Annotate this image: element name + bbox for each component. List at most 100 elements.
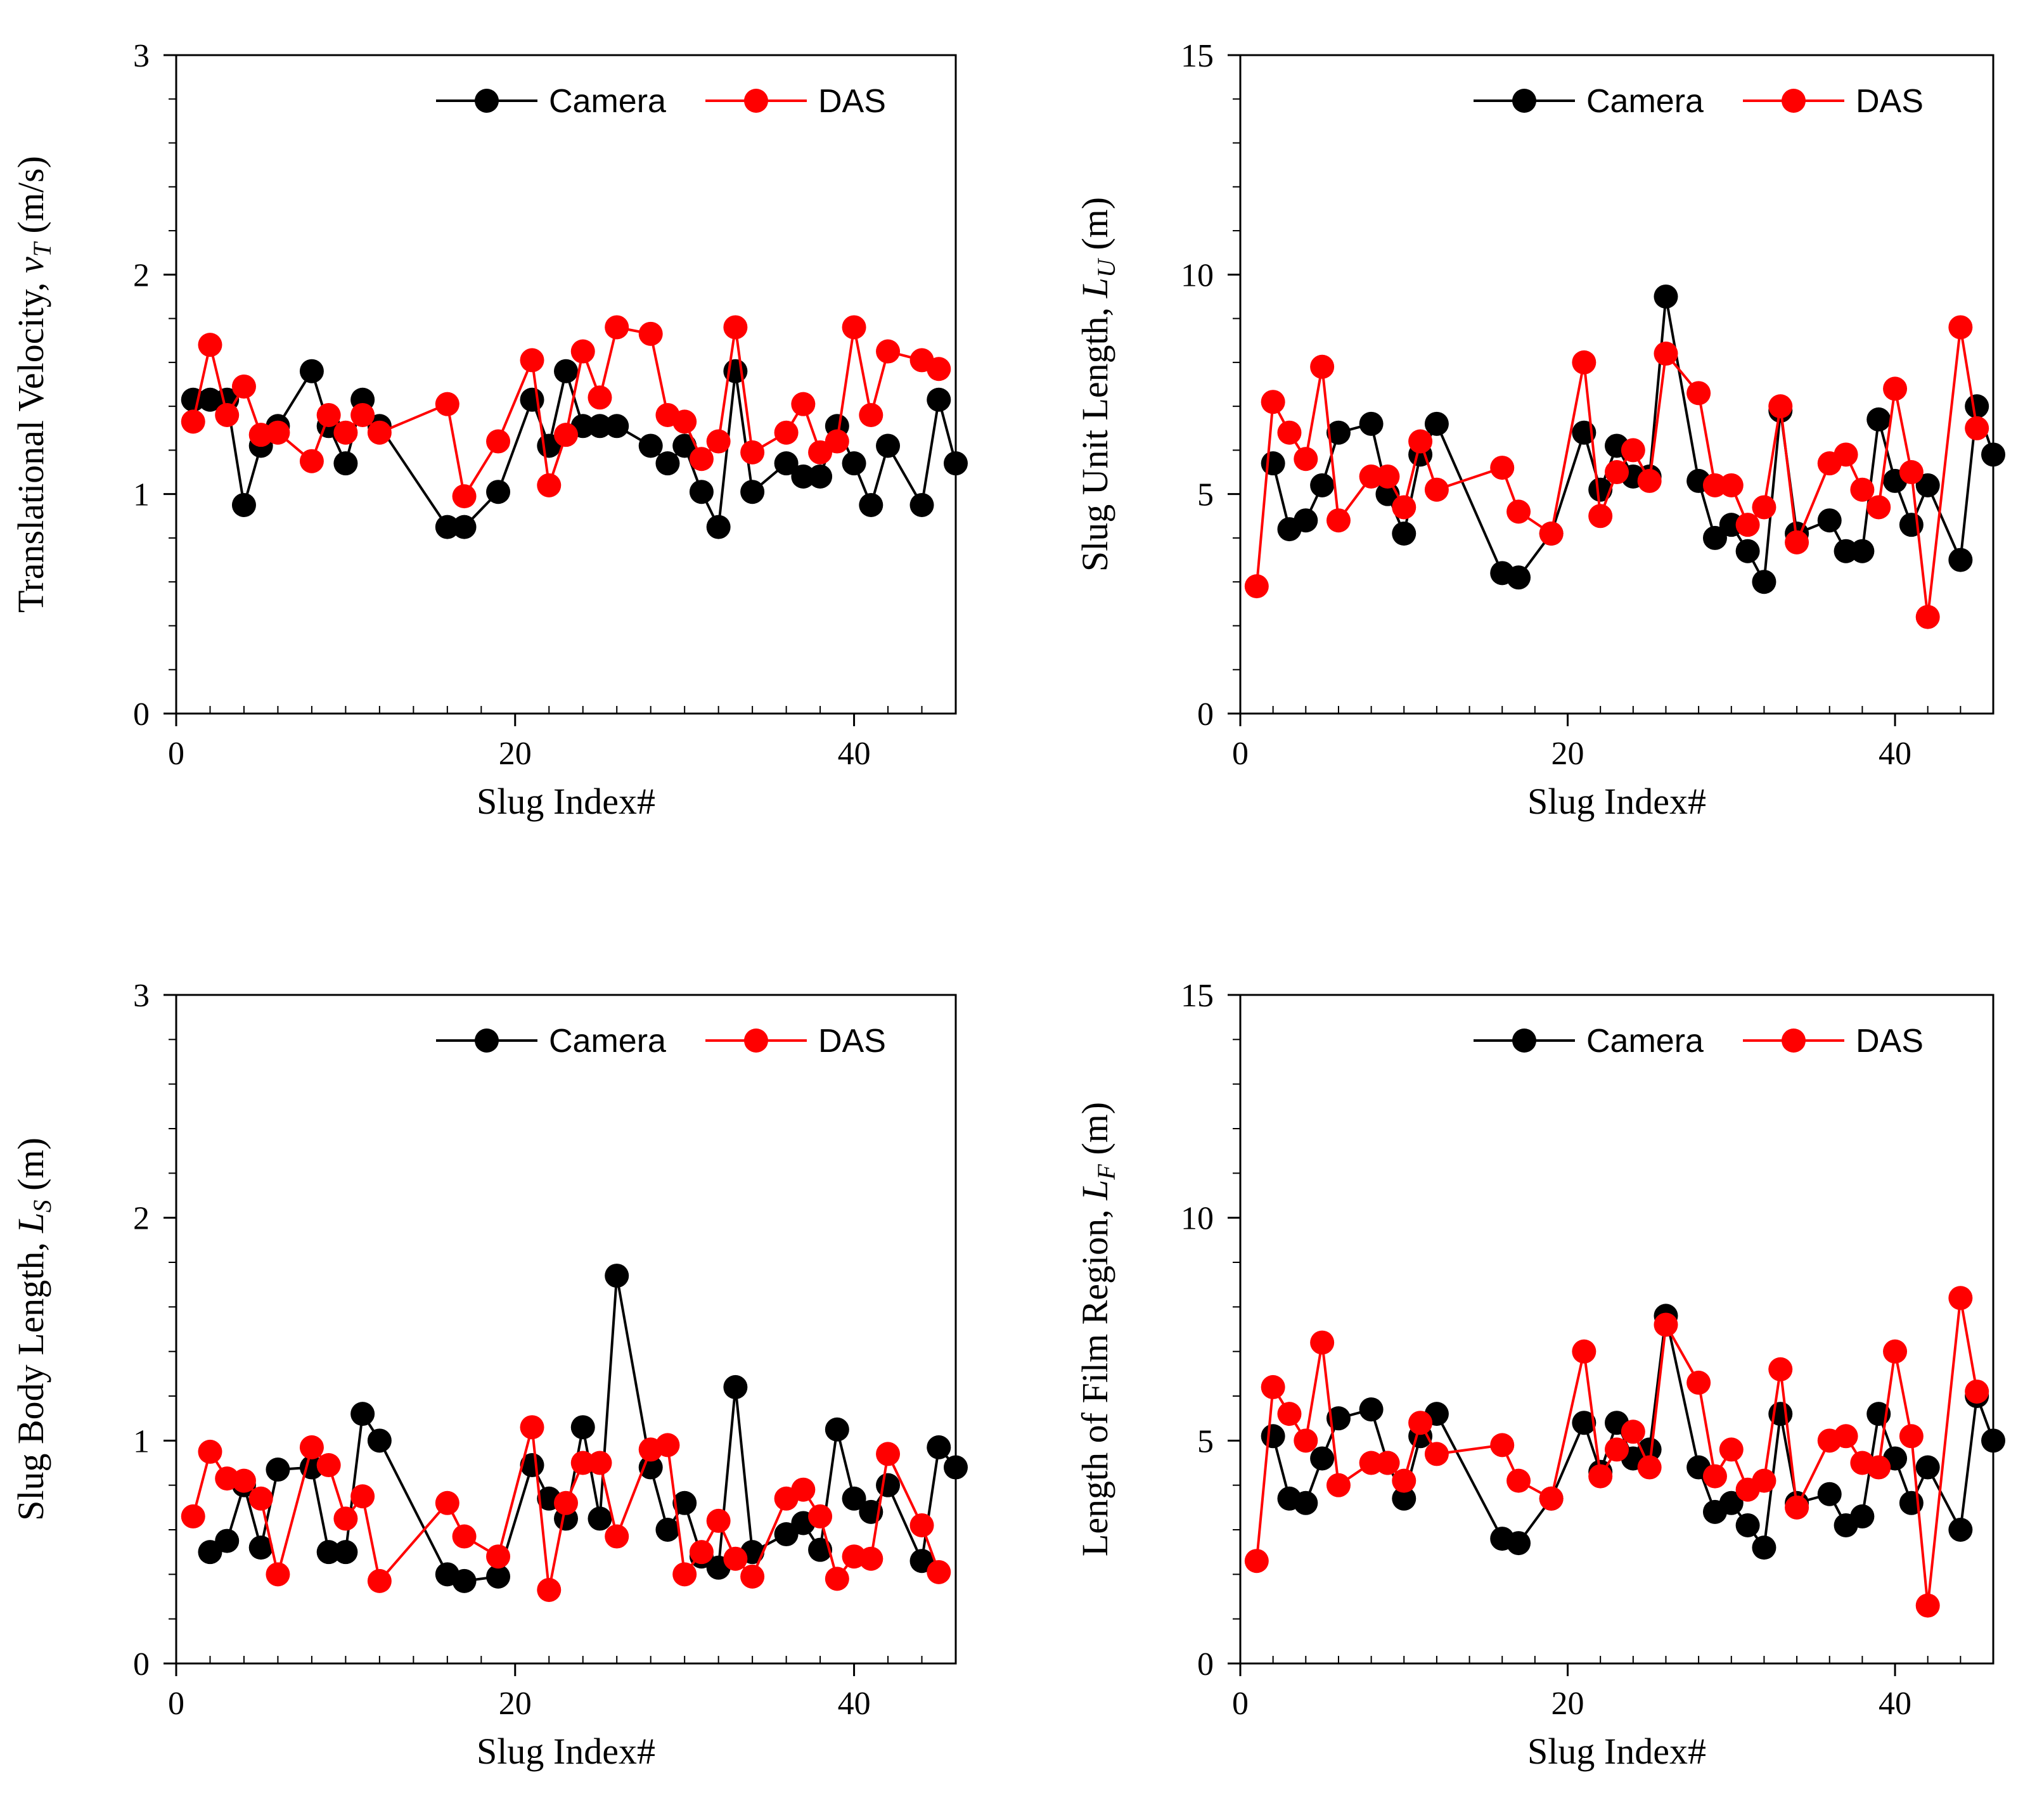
data-point-das — [1834, 442, 1858, 467]
y-axis-title-text: Slug Unit Length, — [1074, 298, 1115, 572]
data-point-camera — [588, 1506, 612, 1531]
data-point-camera — [316, 1540, 341, 1565]
data-point-camera — [672, 1490, 697, 1515]
data-point-das — [672, 1562, 697, 1587]
data-point-camera — [1359, 411, 1384, 436]
data-point-das — [1408, 1411, 1433, 1435]
plot-frame — [1239, 54, 1995, 715]
data-point-das — [1915, 605, 1940, 629]
data-point-das — [350, 1484, 375, 1509]
y-tick-label: 1 — [133, 1423, 150, 1459]
data-point-das — [215, 402, 240, 427]
data-point-camera — [1326, 420, 1351, 445]
data-point-camera — [1850, 1504, 1875, 1528]
x-tick-label: 0 — [1232, 736, 1249, 772]
data-point-camera — [944, 1455, 968, 1480]
legend-label-camera: Camera — [1586, 1023, 1704, 1060]
data-point-das — [452, 484, 477, 509]
data-point-das — [1506, 499, 1531, 524]
data-point-das — [1506, 1468, 1531, 1493]
y-axis-title-subscript: S — [28, 1200, 56, 1212]
data-point-das — [859, 402, 883, 427]
y-tick-label: 2 — [133, 257, 150, 293]
data-point-das — [1866, 495, 1891, 520]
data-point-camera — [299, 359, 324, 383]
data-point-das — [825, 1567, 849, 1591]
legend-label-camera: Camera — [549, 83, 666, 120]
x-tick-label: 0 — [168, 1686, 184, 1722]
data-point-das — [350, 402, 375, 427]
legend-label-das: DAS — [1856, 1023, 1924, 1060]
data-point-camera — [944, 451, 968, 476]
plot-frame — [1239, 994, 1995, 1665]
data-point-camera — [791, 464, 816, 489]
x-tick-label: 20 — [1551, 736, 1584, 772]
data-point-das — [1915, 1593, 1940, 1618]
data-point-das — [1785, 1495, 1809, 1520]
data-point-das — [1702, 1464, 1727, 1489]
data-point-camera — [605, 1264, 629, 1288]
data-point-camera — [876, 433, 901, 458]
data-point-camera — [452, 515, 477, 539]
data-point-das — [570, 339, 595, 364]
data-point-das — [316, 402, 341, 427]
data-point-das — [1654, 342, 1678, 366]
y-tick-label: 0 — [1197, 1646, 1214, 1682]
legend-label-das: DAS — [1856, 83, 1924, 120]
legend-marker-das — [1782, 1029, 1806, 1053]
data-point-das — [1539, 522, 1564, 546]
data-point-das — [1261, 390, 1285, 414]
data-point-das — [605, 315, 629, 340]
data-point-das — [706, 1508, 731, 1533]
legend-marker-das — [1782, 89, 1806, 113]
data-point-camera — [1654, 284, 1678, 309]
x-tick-label: 40 — [838, 1686, 871, 1722]
y-axis-title-variable: L — [10, 1212, 51, 1233]
data-point-camera — [1948, 548, 1973, 572]
data-point-das — [927, 357, 951, 381]
data-point-das — [554, 423, 578, 447]
data-point-camera — [266, 1458, 290, 1482]
data-point-das — [655, 1433, 680, 1458]
data-point-camera — [1817, 1482, 1842, 1506]
data-point-das — [1768, 394, 1793, 419]
data-point-camera — [605, 414, 629, 439]
data-point-das — [1621, 1419, 1645, 1444]
data-point-das — [1637, 468, 1662, 493]
x-tick-label: 20 — [1551, 1686, 1584, 1722]
data-point-das — [1294, 1428, 1318, 1453]
legend-label-das: DAS — [818, 83, 886, 120]
data-point-das — [1850, 477, 1875, 502]
data-point-das — [1490, 456, 1515, 480]
data-point-das — [452, 1524, 477, 1549]
data-point-camera — [1359, 1397, 1384, 1422]
data-point-das — [1883, 376, 1908, 401]
data-point-das — [248, 1486, 273, 1511]
data-point-camera — [1506, 1531, 1531, 1556]
data-point-das — [1392, 495, 1417, 520]
data-point-das — [1686, 1370, 1711, 1395]
y-axis-title-text: Length of Film Region, — [1074, 1200, 1115, 1556]
data-point-das — [723, 1546, 748, 1571]
data-point-das — [333, 1506, 358, 1531]
data-point-das — [1719, 1437, 1744, 1462]
data-point-das — [486, 1544, 511, 1569]
data-point-das — [1752, 495, 1776, 520]
data-point-das — [231, 374, 256, 399]
y-tick-label: 3 — [133, 978, 150, 1014]
data-point-das — [808, 1504, 833, 1528]
data-point-das — [1883, 1339, 1908, 1364]
data-point-das — [570, 1451, 595, 1475]
data-point-das — [1965, 1379, 1989, 1404]
legend-marker-das — [744, 89, 768, 113]
data-point-camera — [231, 492, 256, 517]
y-tick-label: 15 — [1181, 978, 1214, 1014]
legend-marker-camera — [475, 1029, 499, 1053]
data-point-das — [1948, 1286, 1973, 1311]
data-point-das — [537, 473, 562, 497]
data-point-camera — [655, 451, 680, 476]
y-axis-title-text: Translational Velocity, — [10, 273, 51, 613]
data-point-camera — [1392, 522, 1417, 546]
x-tick-label: 20 — [499, 1686, 532, 1722]
data-point-camera — [1981, 1428, 2005, 1453]
